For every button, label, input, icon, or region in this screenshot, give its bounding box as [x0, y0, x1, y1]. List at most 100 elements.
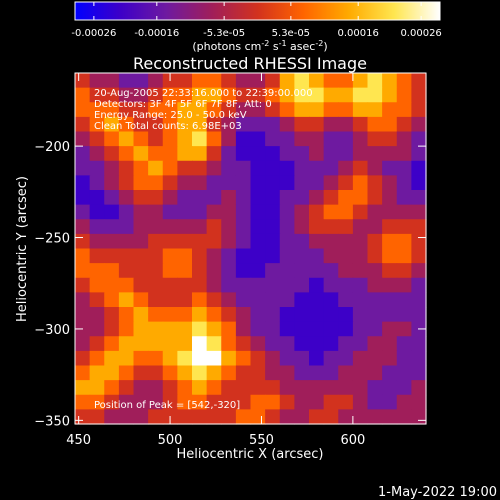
heatmap-cell	[250, 307, 266, 323]
heatmap-cell	[250, 394, 266, 410]
heatmap-cell	[382, 73, 398, 89]
heatmap-cell	[265, 175, 281, 191]
heatmap-cell	[177, 219, 193, 235]
colorbar-ticks: -0.00026 -0.00016 -5.3e-05 5.3e-05 0.00016 0.…	[71, 2, 442, 39]
heatmap-cell	[177, 131, 193, 147]
heatmap-cell	[133, 131, 149, 147]
heatmap-cell	[104, 409, 120, 425]
heatmap-cell	[250, 116, 266, 133]
heatmap-cell	[118, 263, 135, 279]
heatmap-cell	[89, 409, 105, 425]
heatmap-cell	[323, 102, 339, 118]
heatmap-cell	[104, 73, 120, 89]
heatmap-cell	[411, 233, 427, 250]
colorbar-units: (photons cm-2 s-1 asec-2)	[192, 39, 327, 53]
heatmap-cell	[338, 321, 354, 337]
heatmap-cell	[250, 409, 266, 425]
heatmap-cell	[352, 190, 369, 206]
heatmap-cell	[323, 146, 339, 162]
heatmap-cell	[250, 292, 266, 308]
heatmap-cell	[250, 175, 266, 191]
heatmap-cell	[250, 87, 266, 103]
heatmap-cell	[206, 87, 222, 103]
heatmap-cell	[382, 394, 398, 410]
heatmap-cell	[192, 204, 208, 220]
heatmap-cell	[367, 409, 383, 425]
heatmap-cell	[382, 146, 398, 162]
heatmap-cell	[75, 87, 91, 103]
heatmap-cell	[75, 204, 91, 220]
heatmap-cell	[148, 307, 164, 323]
heatmap-cell	[396, 175, 412, 191]
heatmap-cell	[162, 248, 178, 264]
colorbar-gradient	[75, 2, 440, 20]
heatmap-cell	[206, 116, 222, 133]
heatmap-cell	[206, 248, 222, 264]
heatmap-cell	[235, 248, 252, 264]
heatmap-cell	[265, 73, 281, 89]
footer-date: 1-May-2022 19:00	[378, 485, 497, 500]
heatmap-cell	[148, 409, 164, 425]
heatmap-cell	[118, 219, 135, 235]
heatmap-cell	[206, 73, 222, 89]
heatmap-cell	[235, 394, 252, 410]
heatmap-cell	[352, 204, 369, 220]
heatmap-cell	[148, 102, 164, 118]
peak-position-label: Position of Peak = [542,-320]	[94, 400, 240, 411]
heatmap-cell	[89, 87, 105, 103]
heatmap-cell	[162, 307, 178, 323]
heatmap-cell	[75, 190, 91, 206]
heatmap-cell	[75, 248, 91, 264]
heatmap-cell	[118, 292, 135, 308]
heatmap-cell	[309, 292, 325, 308]
info-line-energy: Energy Range: 25.0 - 50.0 keV	[94, 110, 247, 121]
heatmap-cell	[279, 204, 295, 220]
heatmap-cell	[221, 116, 237, 133]
heatmap-cell	[367, 394, 383, 410]
heatmap-cell	[118, 131, 135, 147]
heatmap-cell	[323, 307, 339, 323]
heatmap-cell	[162, 336, 178, 352]
heatmap-cell	[221, 248, 237, 264]
heatmap-cell	[133, 146, 149, 162]
heatmap-cell	[118, 307, 135, 323]
heatmap-cell	[396, 263, 412, 279]
heatmap-cell	[265, 365, 281, 381]
heatmap-cell	[104, 131, 120, 147]
heatmap-cell	[323, 219, 339, 235]
heatmap-cell	[221, 131, 237, 147]
heatmap-cell	[133, 87, 149, 103]
colorbar-tick-label: 0.00026	[400, 28, 441, 39]
heatmap-cell	[75, 394, 91, 410]
heatmap-cell	[133, 365, 149, 381]
heatmap-cell	[396, 131, 412, 147]
heatmap-cell	[162, 321, 178, 337]
heatmap-cell	[338, 175, 354, 191]
heatmap-cell	[162, 131, 178, 147]
heatmap-cell	[221, 175, 237, 191]
heatmap-cell	[279, 248, 295, 264]
heatmap-cell	[177, 263, 193, 279]
heatmap-cell	[148, 175, 164, 191]
heatmap-cell	[411, 190, 427, 206]
heatmap-cell	[118, 73, 135, 89]
heatmap-cell	[235, 350, 252, 367]
heatmap-cell	[250, 219, 266, 235]
heatmap-cell	[352, 365, 369, 381]
heatmap-cell	[75, 307, 91, 323]
heatmap-cell	[192, 350, 208, 367]
heatmap-cell	[309, 380, 325, 396]
heatmap-cell	[133, 307, 149, 323]
x-tick-label: 500	[158, 433, 183, 448]
heatmap-cell	[75, 146, 91, 162]
heatmap-cell	[148, 204, 164, 220]
heatmap-cell	[89, 102, 105, 118]
heatmap-cell	[162, 394, 178, 410]
heatmap-cell	[323, 292, 339, 308]
heatmap-cell	[338, 102, 354, 118]
heatmap-cell	[265, 160, 281, 176]
heatmap-cell	[265, 102, 281, 118]
heatmap-cell	[338, 409, 354, 425]
heatmap-cell	[206, 321, 222, 337]
